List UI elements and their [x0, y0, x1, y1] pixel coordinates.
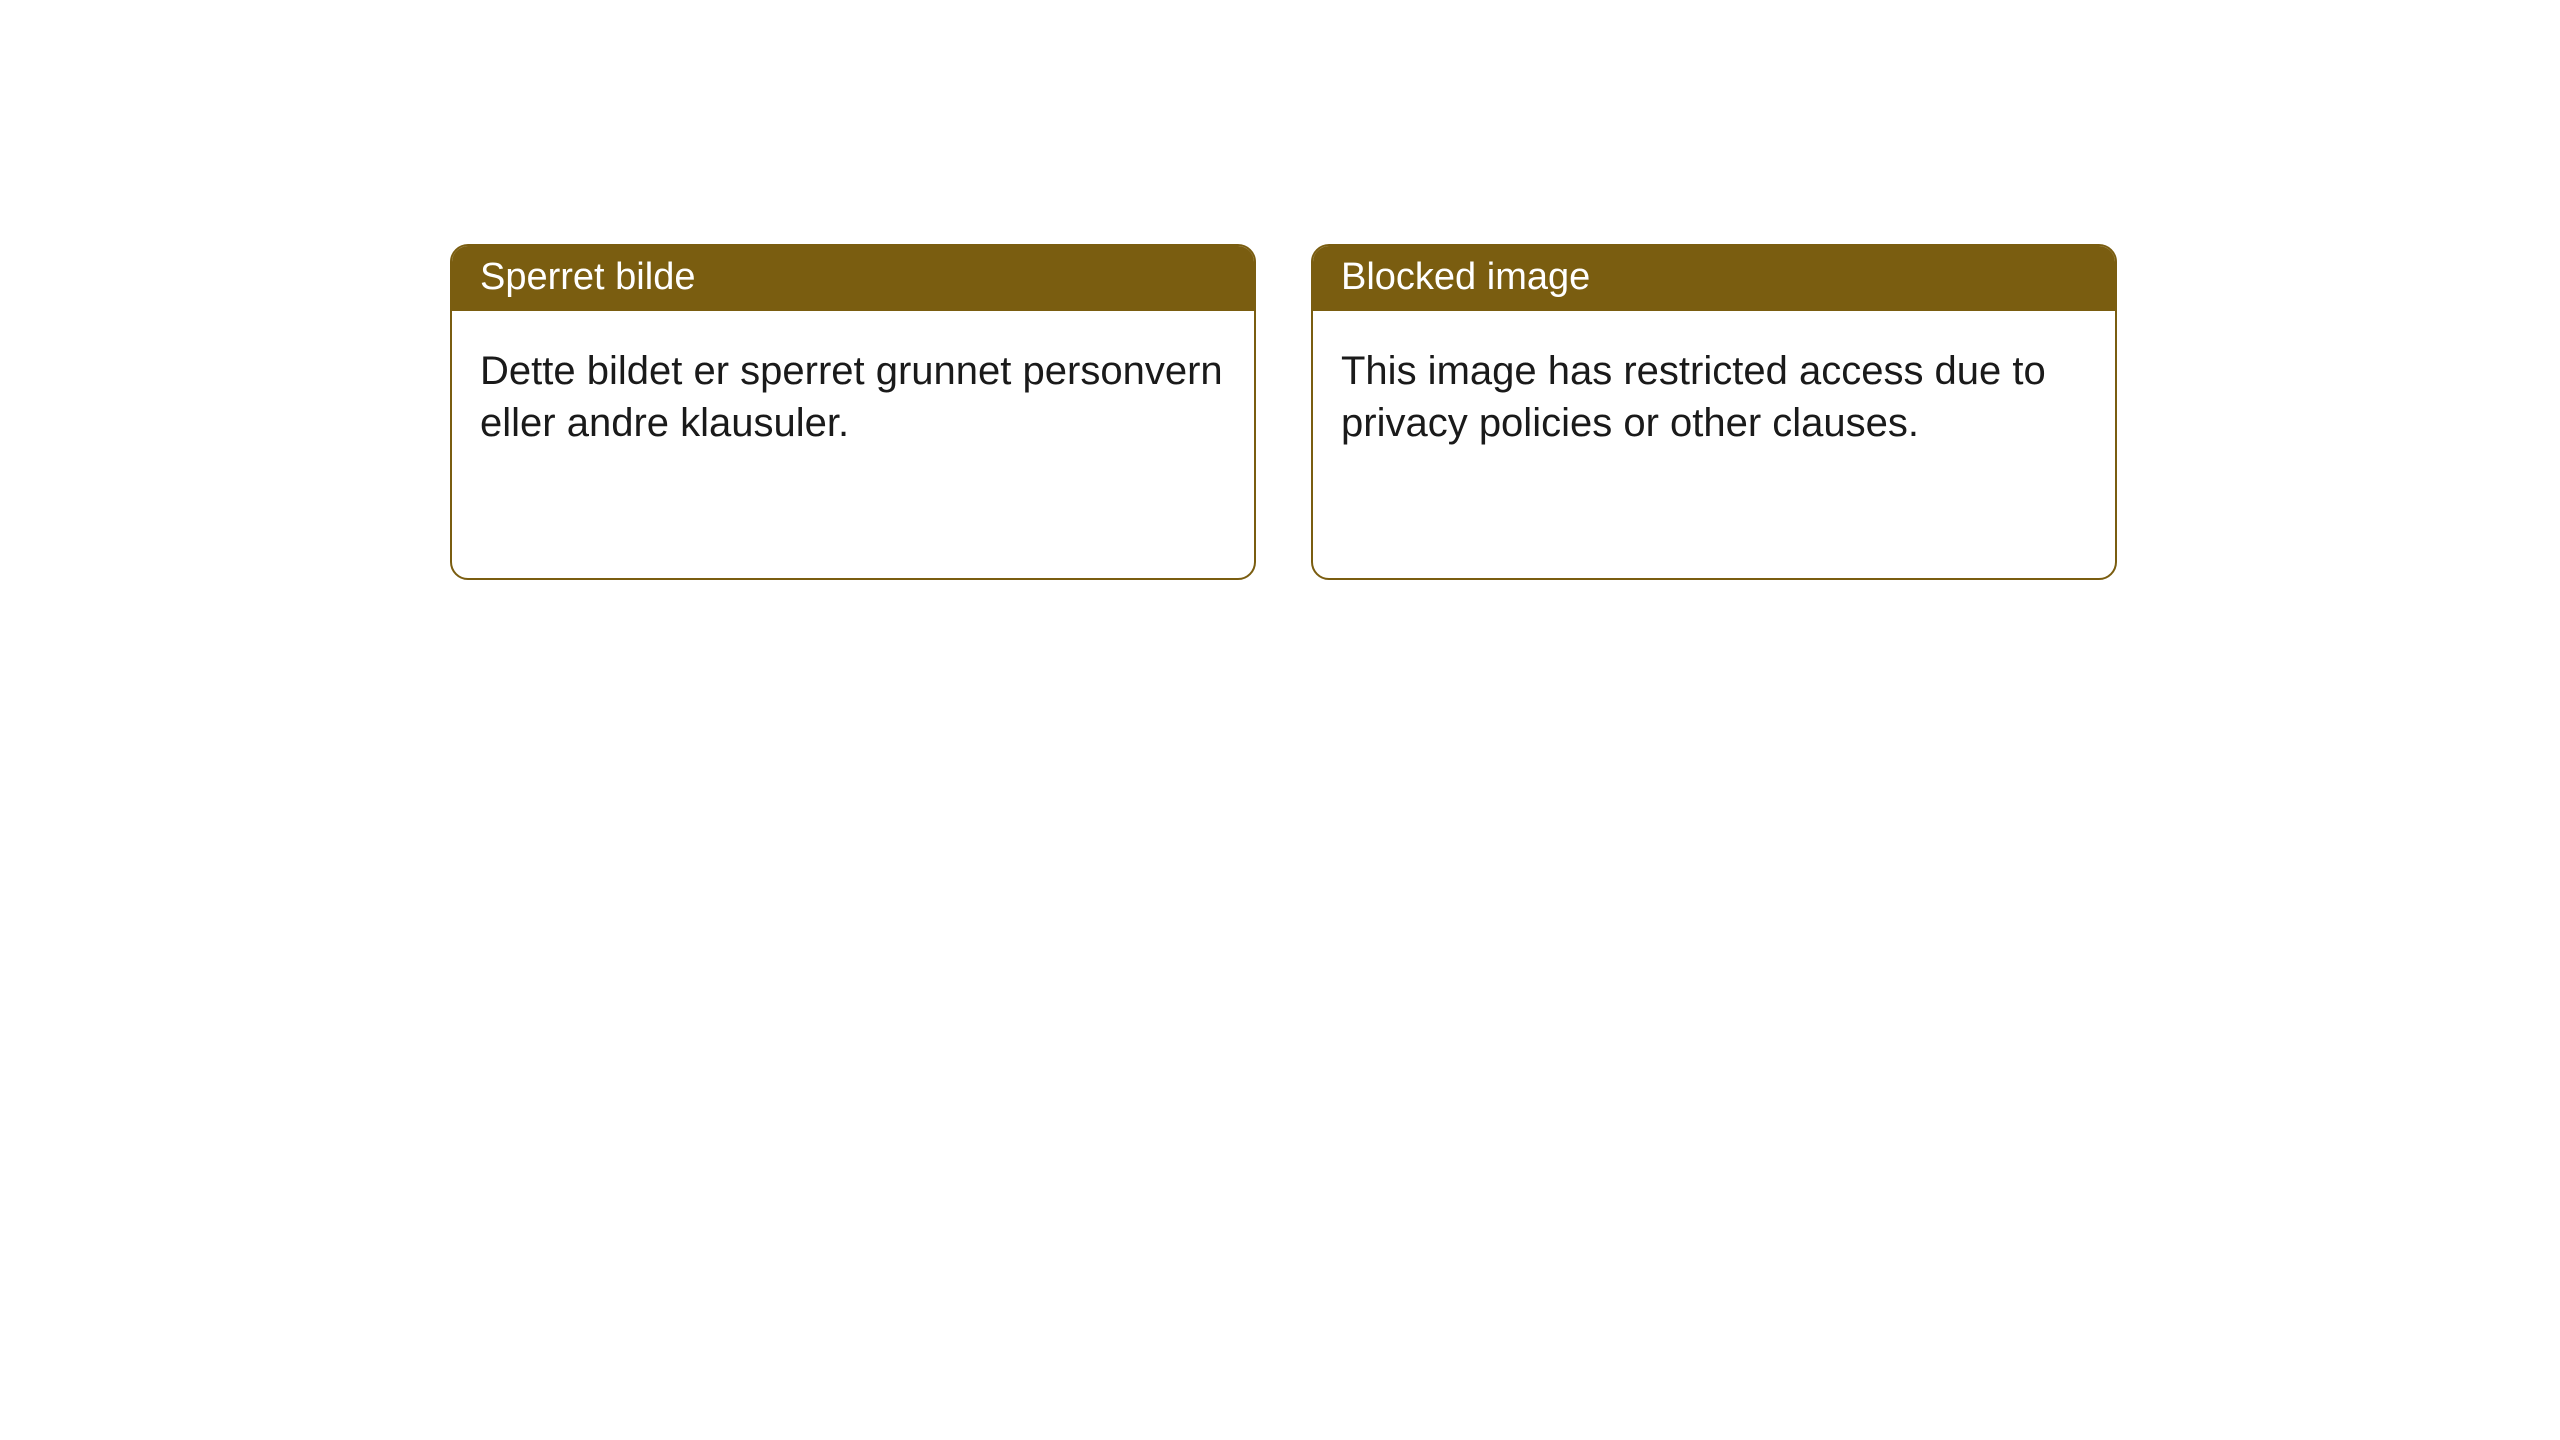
notice-header: Blocked image [1313, 246, 2115, 311]
notice-card-norwegian: Sperret bilde Dette bildet er sperret gr… [450, 244, 1256, 580]
notice-text: Dette bildet er sperret grunnet personve… [480, 349, 1223, 445]
notice-body: This image has restricted access due to … [1313, 311, 2115, 483]
notice-title: Sperret bilde [480, 256, 695, 298]
notice-title: Blocked image [1341, 256, 1590, 298]
notice-text: This image has restricted access due to … [1341, 349, 2046, 445]
notice-header: Sperret bilde [452, 246, 1254, 311]
notice-container: Sperret bilde Dette bildet er sperret gr… [0, 0, 2560, 580]
notice-card-english: Blocked image This image has restricted … [1311, 244, 2117, 580]
notice-body: Dette bildet er sperret grunnet personve… [452, 311, 1254, 483]
